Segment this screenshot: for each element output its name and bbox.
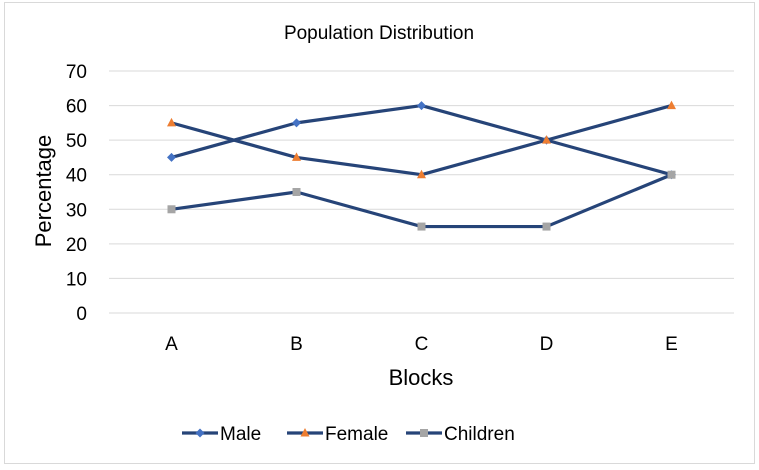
- legend-swatch-marker: [195, 428, 205, 438]
- male-point: [417, 101, 426, 111]
- legend-label: Male: [220, 424, 261, 445]
- y-tick-label: 20: [66, 235, 87, 256]
- x-tick-label: C: [415, 334, 429, 355]
- chart-title: Population Distribution: [284, 23, 474, 44]
- y-tick-label: 50: [66, 131, 87, 152]
- legend-label: Children: [444, 424, 515, 445]
- male-point: [167, 152, 176, 162]
- children-point: [542, 222, 551, 231]
- children-point: [167, 205, 176, 214]
- children-line: [171, 173, 673, 229]
- female-point: [167, 117, 176, 127]
- x-tick-label: B: [290, 334, 303, 355]
- x-tick-label: D: [540, 334, 554, 355]
- series-female: [167, 100, 676, 179]
- y-tick-label: 0: [76, 304, 87, 325]
- legend-label: Female: [325, 424, 388, 445]
- legend-swatch-marker: [300, 428, 310, 437]
- y-tick-label: 60: [66, 97, 87, 118]
- female-point: [667, 100, 676, 110]
- legend: Male Female Children: [182, 424, 515, 445]
- x-axis-label: Blocks: [389, 365, 454, 390]
- series-children: [167, 170, 676, 231]
- x-tick-label: A: [165, 334, 178, 355]
- female-point: [542, 135, 551, 144]
- male-point: [292, 118, 301, 128]
- female-point: [417, 169, 426, 179]
- y-tick-label: 30: [66, 200, 87, 221]
- legend-swatch-marker: [420, 429, 428, 437]
- y-tick-label: 70: [66, 62, 87, 83]
- series-group: [167, 100, 676, 231]
- legend-item-female: Female: [287, 424, 388, 445]
- y-tick-label: 40: [66, 166, 87, 187]
- children-point: [667, 170, 676, 179]
- legend-item-children: Children: [406, 424, 515, 445]
- y-axis-ticks: 0 10 20 30 40 50 60 70: [66, 62, 87, 325]
- chart-frame: [4, 2, 755, 464]
- x-tick-label: E: [665, 334, 678, 355]
- children-point: [292, 188, 301, 196]
- y-tick-label: 10: [66, 269, 87, 290]
- x-axis-ticks: A B C D E: [165, 334, 678, 355]
- female-point: [292, 152, 301, 161]
- legend-item-male: Male: [182, 424, 261, 445]
- y-axis-label: Percentage: [31, 135, 56, 248]
- children-point: [417, 222, 426, 231]
